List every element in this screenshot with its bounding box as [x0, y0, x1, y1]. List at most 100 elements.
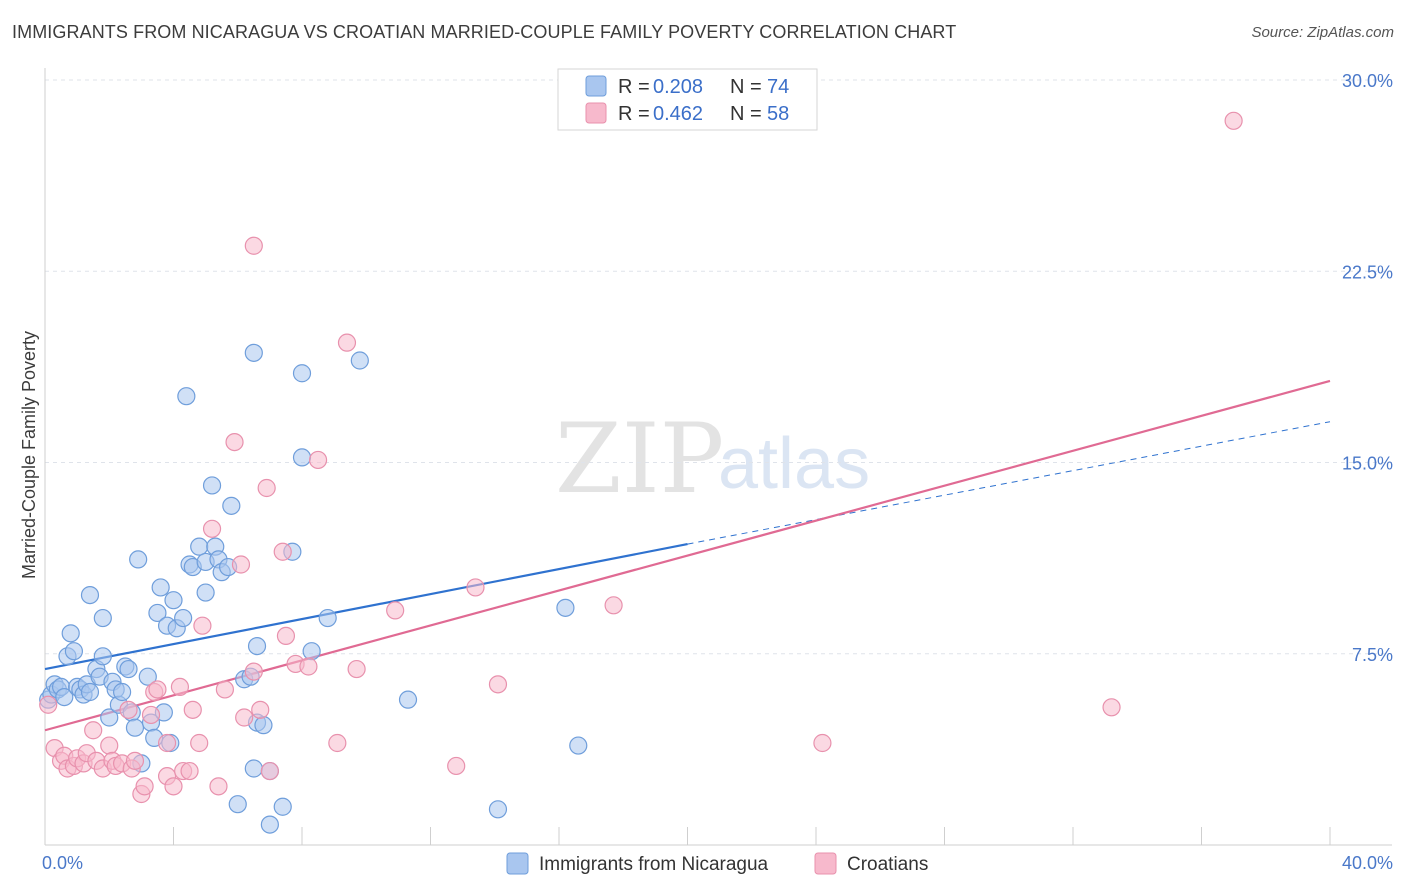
point-croatians-54 [466, 578, 485, 597]
y-axis-label: Married-Couple Family Poverty [19, 331, 39, 579]
point-croatians-59 [1224, 111, 1243, 130]
point-croatians-31 [190, 733, 209, 753]
point-croatians-37 [231, 555, 251, 574]
point-croatians-39 [244, 662, 263, 681]
point-croatians-42 [257, 478, 276, 498]
point-nicaragua-65 [292, 448, 312, 467]
point-croatians-29 [180, 761, 199, 781]
point-nicaragua-46 [196, 583, 215, 602]
point-croatians-18 [125, 751, 145, 770]
point-nicaragua-59 [247, 636, 267, 656]
point-croatians-38 [235, 708, 254, 727]
legend-r-label-2: R = [618, 103, 650, 125]
point-nicaragua-57 [244, 343, 263, 362]
legend-swatch-pink [585, 102, 607, 124]
point-croatians-30 [183, 700, 202, 719]
point-croatians-45 [276, 626, 296, 646]
point-nicaragua-8 [64, 642, 84, 661]
point-nicaragua-66 [292, 364, 312, 383]
point-croatians-35 [215, 680, 234, 699]
y-tick-label-2: 22.5% [1342, 262, 1393, 282]
legend-r-label-1: R = [618, 76, 650, 98]
point-nicaragua-69 [350, 351, 369, 370]
legend-n-label-2: N = [730, 103, 762, 125]
point-croatians-34 [209, 777, 228, 796]
point-nicaragua-40 [174, 608, 193, 628]
point-nicaragua-19 [100, 708, 119, 727]
point-croatians-12 [100, 736, 119, 755]
point-nicaragua-14 [80, 585, 100, 605]
legend-swatch-blue [585, 75, 607, 97]
point-nicaragua-34 [151, 578, 170, 597]
point-croatians-21 [141, 705, 161, 725]
correlation-legend: R = 0.208 N = 74 R = 0.462 N = 58 [557, 68, 818, 131]
point-nicaragua-52 [222, 496, 241, 515]
point-nicaragua-67 [302, 642, 321, 661]
point-nicaragua-25 [119, 659, 138, 679]
point-croatians-0 [39, 695, 58, 714]
legend-r-value-1: 0.208 [653, 76, 703, 98]
point-croatians-53 [447, 756, 466, 776]
x-tick-label-0: 0.0% [42, 853, 83, 873]
point-nicaragua-71 [488, 800, 508, 819]
point-nicaragua-30 [138, 667, 157, 686]
point-nicaragua-70 [398, 690, 418, 709]
point-croatians-40 [244, 236, 263, 255]
point-nicaragua-62 [260, 815, 279, 834]
point-croatians-25 [157, 733, 177, 753]
source-label: Source: ZipAtlas.com [1251, 24, 1394, 41]
point-croatians-27 [170, 677, 190, 697]
series-legend-swatch-croatians [814, 852, 837, 875]
point-croatians-32 [193, 616, 212, 635]
point-nicaragua-53 [228, 795, 247, 814]
legend-n-label-1: N = [730, 76, 762, 98]
point-croatians-41 [251, 700, 270, 719]
point-nicaragua-27 [125, 718, 145, 737]
tick-labels: 7.5% 15.0% 22.5% 30.0% 0.0% 40.0% [42, 71, 1393, 873]
y-tick-label-1: 15.0% [1342, 454, 1393, 474]
point-nicaragua-5 [55, 687, 74, 707]
chart-title: IMMIGRANTS FROM NICARAGUA VS CROATIAN MA… [12, 22, 957, 42]
legend-n-value-2: 58 [767, 103, 789, 125]
series-legend-swatch-nicaragua [506, 852, 529, 875]
watermark: ZIP atlas [555, 403, 870, 515]
point-croatians-50 [337, 333, 357, 352]
point-nicaragua-33 [148, 603, 167, 623]
point-nicaragua-60 [254, 716, 273, 735]
point-croatians-47 [299, 657, 318, 676]
data-points [39, 111, 1243, 834]
point-croatians-58 [1102, 698, 1121, 717]
point-nicaragua-63 [273, 797, 292, 816]
point-croatians-9 [84, 721, 103, 740]
series-legend-label-nicaragua: Immigrants from Nicaragua [539, 854, 769, 875]
point-nicaragua-73 [569, 736, 588, 755]
point-nicaragua-72 [556, 598, 575, 617]
point-nicaragua-7 [61, 624, 80, 643]
series-legend: Immigrants from Nicaragua Croatians [506, 852, 928, 875]
point-nicaragua-68 [318, 608, 337, 628]
watermark-atlas: atlas [718, 424, 870, 504]
x-tick-label-1: 40.0% [1342, 853, 1393, 873]
watermark-zip: ZIP [555, 403, 724, 515]
point-croatians-49 [328, 733, 347, 753]
point-croatians-26 [164, 777, 183, 796]
point-nicaragua-44 [190, 537, 209, 556]
point-nicaragua-17 [93, 647, 112, 666]
point-croatians-48 [308, 450, 328, 470]
point-croatians-36 [225, 433, 244, 452]
point-croatians-23 [148, 680, 167, 699]
point-nicaragua-56 [244, 759, 263, 778]
point-croatians-52 [386, 601, 405, 620]
point-croatians-20 [135, 777, 154, 796]
legend-n-value-1: 74 [767, 76, 789, 98]
point-croatians-33 [202, 519, 222, 538]
y-tick-label-3: 30.0% [1342, 71, 1393, 91]
point-croatians-56 [604, 596, 623, 615]
trend-line-nicaragua [44, 543, 688, 671]
point-nicaragua-13 [80, 682, 100, 702]
point-nicaragua-38 [164, 591, 183, 610]
point-croatians-55 [488, 675, 508, 694]
legend-r-value-2: 0.462 [653, 103, 703, 125]
point-croatians-57 [813, 733, 832, 753]
